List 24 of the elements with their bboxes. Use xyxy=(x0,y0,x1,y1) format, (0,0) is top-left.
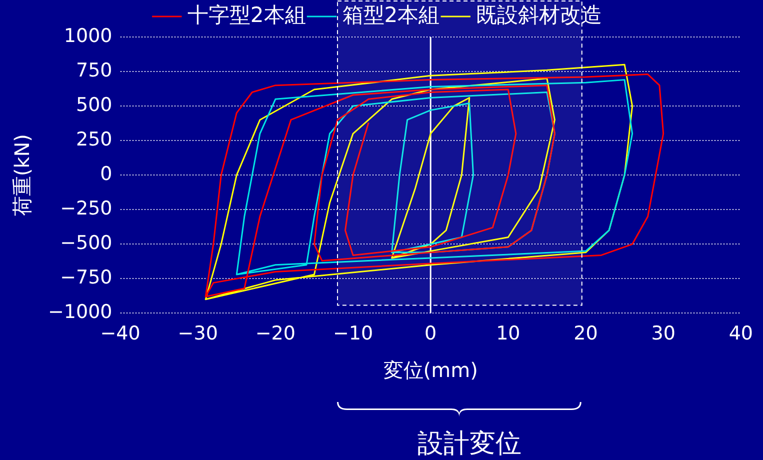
y-tick-label: 500 xyxy=(76,94,112,116)
y-tick-label: −250 xyxy=(60,198,112,220)
y-tick-label: −1000 xyxy=(48,301,112,324)
y-tick-label: 250 xyxy=(76,128,112,151)
x-tick-label: 10 xyxy=(496,322,520,345)
x-tick-label: −20 xyxy=(255,322,296,345)
x-tick-label: −10 xyxy=(332,322,374,345)
legend-label: 箱型2本組 xyxy=(342,2,440,27)
x-tick-label: 40 xyxy=(728,322,754,345)
x-tick-label: −30 xyxy=(178,322,218,345)
x-tick-label: 0 xyxy=(424,322,437,345)
text: 設計変位 xyxy=(418,429,522,459)
legend-label: 十字型2本組 xyxy=(187,2,306,27)
x-tick-label: 20 xyxy=(574,322,598,345)
y-tick-label: −750 xyxy=(60,266,112,289)
x-axis-title: 変位(mm) xyxy=(383,358,478,382)
x-tick-label: −40 xyxy=(100,322,140,345)
x-tick-label: 30 xyxy=(651,322,676,345)
y-tick-label: 1000 xyxy=(64,24,112,47)
y-tick-label: 750 xyxy=(76,59,112,82)
y-tick-label: −500 xyxy=(60,232,112,254)
y-axis-title: 荷重(kN) xyxy=(10,134,34,216)
y-tick-label: 0 xyxy=(100,163,112,186)
legend-label: 既設斜材改造 xyxy=(476,2,602,27)
